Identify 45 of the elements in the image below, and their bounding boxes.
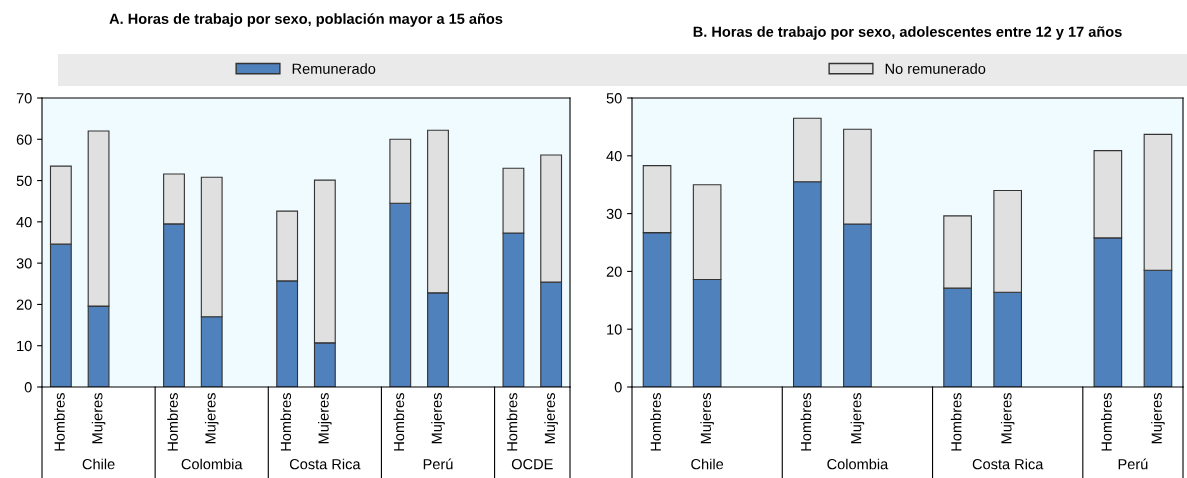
- text: Colombia: [181, 458, 243, 470]
- x-tick-label: Hombres: [393, 393, 405, 451]
- x-tick-label: Hombres: [280, 393, 292, 451]
- y-tick-label: 30: [606, 208, 622, 220]
- y-tick-label: 30: [16, 258, 32, 269]
- text: Colombia: [827, 458, 889, 470]
- y-tick-label: 40: [16, 216, 32, 228]
- x-tick-label: Mujeres: [850, 393, 865, 444]
- y-tick-label: 20: [606, 266, 622, 277]
- text: Perú: [423, 458, 453, 470]
- text: Chile: [82, 458, 115, 470]
- x-tick-label: Hombres: [54, 393, 65, 451]
- y-tick-label: 50: [16, 175, 32, 186]
- x-tick-label: Mujeres: [1151, 393, 1165, 444]
- y-tick-label: 70: [16, 93, 32, 104]
- y-tick-label: 10: [17, 340, 32, 352]
- text: Costa Rica: [289, 458, 361, 470]
- x-tick-label: Mujeres: [431, 393, 445, 444]
- x-tick-label: Mujeres: [1000, 393, 1015, 444]
- text: Perú: [1118, 458, 1148, 470]
- x-tick-label: Mujeres: [204, 393, 219, 444]
- x-tick-label: Hombres: [650, 393, 661, 451]
- y-tick-label: 10: [607, 324, 622, 335]
- chart-title: B. Horas de trabajo por sexo, adolescentes entre 12 y 17 años: [693, 26, 1122, 40]
- legend-label: No remunerado: [885, 63, 986, 74]
- x-tick-label: Hombres: [950, 393, 962, 451]
- x-tick-label: Mujeres: [91, 393, 106, 444]
- y-tick-label: 50: [606, 93, 622, 104]
- chart-title: A. Horas de trabajo por sexo, población mayor a 15 años: [109, 13, 503, 27]
- y-tick-label: 20: [16, 299, 32, 310]
- x-tick-label: Mujeres: [544, 393, 558, 444]
- y-tick-label: 0: [614, 382, 622, 393]
- x-tick-label: Hombres: [506, 393, 518, 451]
- text: Costa Rica: [972, 458, 1044, 470]
- x-tick-label: Hombres: [800, 393, 812, 451]
- y-tick-label: 0: [24, 382, 32, 393]
- y-tick-label: 60: [16, 134, 32, 145]
- x-tick-label: Hombres: [167, 393, 178, 451]
- y-tick-label: 40: [606, 150, 622, 162]
- x-tick-label: Mujeres: [700, 393, 714, 444]
- x-tick-label: Hombres: [1101, 393, 1112, 451]
- text: OCDE: [511, 459, 553, 470]
- text: Chile: [691, 458, 724, 470]
- x-tick-label: Mujeres: [318, 393, 332, 444]
- legend-label: Remunerado: [292, 63, 376, 74]
